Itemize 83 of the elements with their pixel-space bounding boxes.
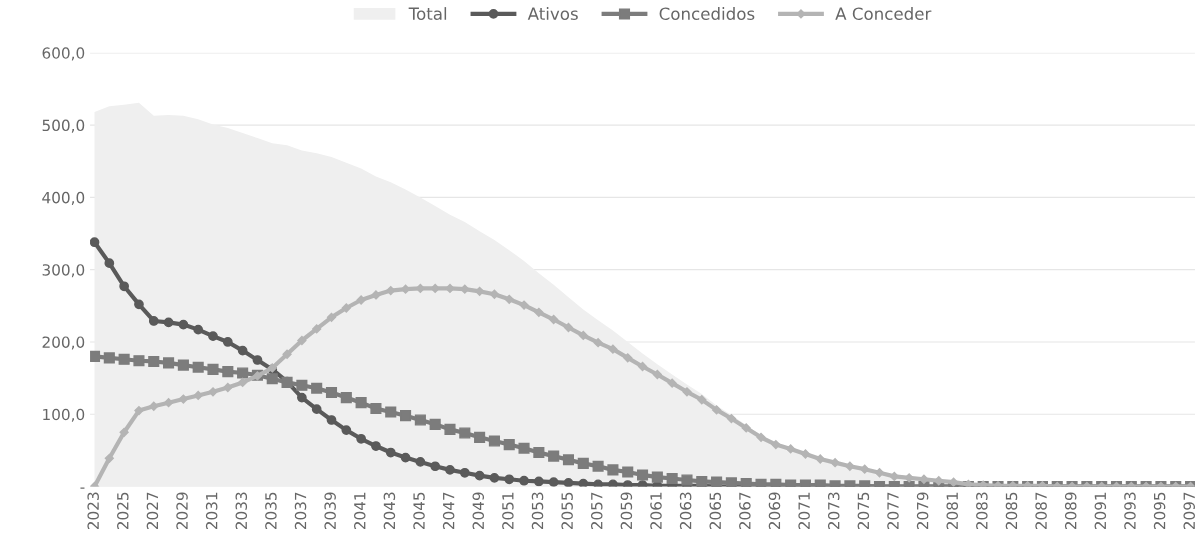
point [504,474,515,485]
point [148,316,159,326]
x-tick-label: 2063 [679,492,692,530]
point [90,237,100,248]
point [104,258,115,269]
point [430,461,441,472]
point [533,476,544,487]
x-tick-label: 2059 [620,492,633,530]
x-tick-label: 2071 [798,492,810,530]
x-tick-label: 2095 [1153,492,1166,530]
legend-label: Concedidos [659,7,755,21]
y-tick-label: 600,0 [42,47,85,61]
point [385,447,396,458]
x-tick-label: 2041 [354,492,366,530]
point [578,478,589,487]
x-tick-label: 2051 [502,492,514,530]
x-tick-label: 2067 [739,492,751,530]
point [311,404,322,415]
x-tick-label: 2023 [87,492,99,530]
x-tick-label: 2057 [590,492,603,530]
point [341,425,352,435]
legend-label: A Conceder [835,7,932,21]
y-tick-label: 400,0 [42,191,85,205]
y-tick-label: 500,0 [42,119,85,133]
y-tick-label: 300,0 [42,264,85,278]
point [297,392,307,403]
x-tick-label: 2091 [1094,492,1107,530]
x-tick-label: 2079 [916,492,929,530]
y-tick-label: 200,0 [42,336,85,350]
x-tick-label: 2033 [235,492,248,530]
point [371,441,381,451]
legend-label: Ativos [527,7,578,21]
x-tick-label: 2055 [561,492,573,530]
point [608,479,618,487]
point [237,345,248,356]
x-tick-label: 2065 [709,492,722,530]
point [593,479,603,487]
x-tick-label: 2053 [531,492,544,530]
x-tick-label: 2081 [946,492,958,530]
x-tick-label: 2025 [117,492,129,530]
y-tick-label: 100,0 [43,408,85,422]
y-tick-label: - [80,487,85,489]
point [252,355,263,365]
x-tick-label: 2083 [976,492,988,530]
x-tick-label: 2043 [383,492,396,530]
point [356,433,366,444]
point [193,324,204,335]
x-tick-label: 2039 [324,492,336,530]
x-tick-label: 2047 [442,492,455,530]
x-tick-label: 2087 [1035,492,1047,530]
x-tick-label: 2061 [650,492,662,530]
x-tick-label: 2027 [146,492,159,530]
point [474,470,485,481]
x-tick-label: 2097 [1183,492,1195,530]
x-tick-label: 2085 [1005,492,1018,530]
x-tick-label: 2029 [176,492,188,530]
x-tick-label: 2045 [413,492,425,530]
point [208,331,218,342]
x-tick-label: 2075 [857,492,870,530]
x-tick-label: 2049 [472,492,485,530]
point [222,337,233,347]
point [415,457,426,467]
point [459,467,470,478]
x-tick-label: 2031 [205,492,218,530]
x-tick-label: 2089 [1064,492,1077,530]
x-tick-label: 2077 [887,492,899,530]
point [134,299,144,310]
point [163,317,174,328]
point [178,319,189,330]
point [563,478,574,487]
point [326,415,337,425]
point [489,472,500,483]
point [445,465,455,475]
point [519,475,529,486]
legend-label: Total [408,7,447,21]
point [548,477,559,487]
point [119,281,130,292]
x-tick-label: 2035 [265,492,277,530]
x-tick-label: 2093 [1124,492,1136,530]
x-tick-label: 2069 [768,492,781,530]
x-tick-label: 2073 [827,492,840,530]
point [400,452,411,463]
x-tick-label: 2037 [294,492,307,530]
